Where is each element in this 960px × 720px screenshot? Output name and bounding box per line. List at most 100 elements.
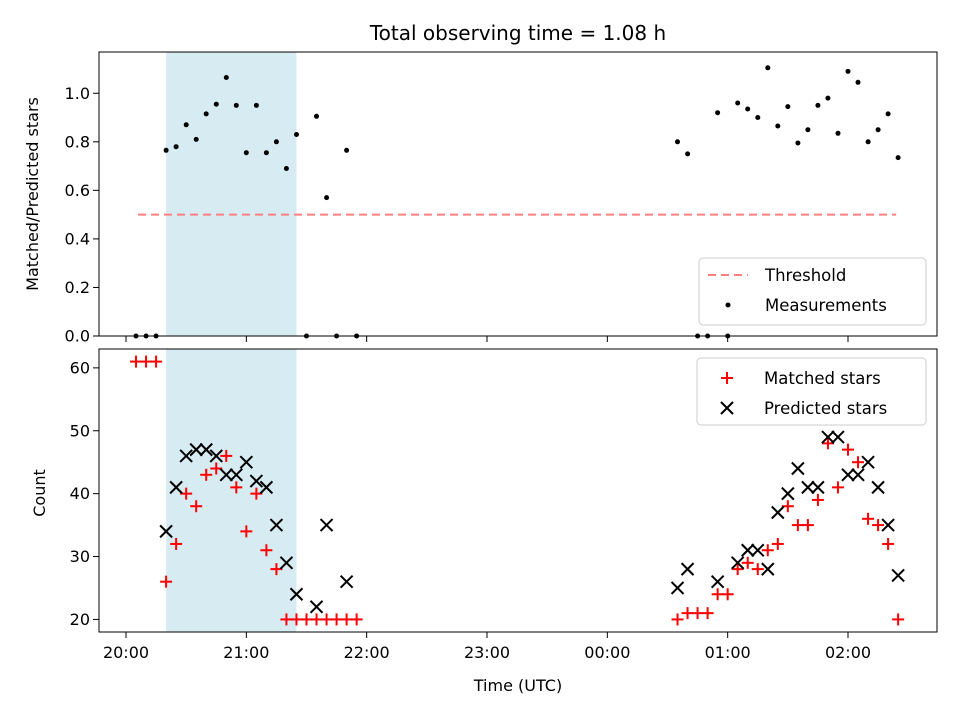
measurement-point [785, 104, 791, 110]
measurement-point [855, 79, 861, 85]
panel-ratio: 0.0 0.2 0.4 0.6 0.8 1.0 Matched/Predicted sta… [23, 51, 938, 346]
predicted-point [861, 455, 875, 469]
top-x-ticks [125, 336, 849, 342]
bottom-y-axis: 20 30 40 50 60 [70, 358, 99, 629]
top-ylabel: Matched/Predicted stars [23, 97, 42, 291]
matched-point [721, 588, 734, 601]
matched-point [180, 487, 193, 500]
predicted-point [159, 524, 173, 539]
matched-point [140, 355, 153, 368]
matched-point [260, 544, 273, 557]
top-marks [133, 65, 901, 339]
matched-point [340, 613, 353, 626]
measurement-point [715, 110, 721, 116]
matched-point [791, 519, 804, 532]
legend-matched-swatch [721, 372, 733, 384]
measurement-point [223, 75, 229, 80]
measurement-point [163, 147, 169, 153]
top-ytick-label: 0.8 [65, 132, 90, 151]
predicted-point [710, 574, 725, 589]
matched-point [781, 500, 794, 513]
predicted-point [851, 468, 865, 482]
predicted-point [761, 562, 775, 576]
legend-top-box [698, 257, 927, 326]
legend-top: Threshold Measurements [698, 257, 927, 326]
matched-point [771, 537, 784, 550]
measurement-point [805, 127, 811, 133]
matched-point [852, 456, 865, 469]
measurement-point [213, 101, 219, 107]
bottom-xtick-label: 22:00 [344, 643, 390, 662]
axes-frame-top [98, 51, 938, 337]
matched-point [761, 544, 774, 557]
matched-point [842, 443, 854, 456]
measurement-point [825, 95, 831, 101]
matched-point [811, 493, 824, 506]
bottom-ytick-label: 40 [70, 484, 90, 503]
matched-point [892, 613, 905, 626]
matched-point [230, 481, 243, 494]
bottom-ytick-label: 30 [70, 547, 90, 566]
bottom-ylabel: Count [30, 469, 49, 517]
measurement-point [865, 139, 871, 145]
legend-bottom: Matched stars Predicted stars [696, 357, 927, 426]
predicted-point [239, 455, 254, 469]
measurement-point [685, 151, 691, 157]
axes-frame-bottom [98, 348, 938, 633]
predicted-point [259, 480, 274, 495]
top-ytick-label: 0.0 [65, 327, 90, 346]
measurement-point [294, 132, 299, 137]
bottom-xlabel: Time (UTC) [473, 676, 562, 695]
measurement-point [344, 147, 350, 153]
measurement-point [243, 150, 249, 156]
bottom-xtick-label: 00:00 [584, 643, 630, 662]
predicted-point [741, 543, 755, 557]
top-ytick-label: 0.4 [65, 229, 90, 248]
bottom-xtick-label: 23:00 [464, 643, 510, 662]
predicted-point [730, 556, 745, 570]
bottom-xtick-label: 01:00 [705, 643, 751, 662]
measurement-point [675, 139, 680, 145]
predicted-point [189, 442, 203, 457]
predicted-point [771, 505, 785, 520]
measurement-point [875, 127, 881, 133]
predicted-point [881, 518, 895, 532]
predicted-point [841, 468, 855, 482]
top-y-axis: 0.0 0.2 0.4 0.6 0.8 1.0 [65, 84, 99, 346]
predicted-point [821, 430, 835, 444]
measurement-point [253, 102, 259, 108]
predicted-point [871, 480, 885, 495]
bottom-marks [130, 355, 905, 626]
matched-point [210, 462, 223, 475]
legend-threshold-label: Threshold [764, 266, 846, 285]
measurement-point [895, 155, 901, 161]
measurement-point [193, 136, 199, 142]
bottom-xtick-label: 21:00 [223, 643, 269, 662]
measurement-point [845, 68, 851, 74]
legend-predicted-label: Predicted stars [764, 399, 887, 418]
matched-point [190, 500, 203, 513]
measurement-point [835, 130, 841, 136]
legend-bottom-box [696, 357, 927, 426]
legend-matched-label: Matched stars [764, 369, 881, 388]
matched-point [170, 537, 183, 550]
matched-point [160, 575, 173, 588]
bottom-xtick-label: 02:00 [825, 643, 871, 662]
legend-measurements-swatch [725, 302, 731, 308]
matched-point [350, 613, 363, 626]
chart-title: Total observing time = 1.08 h [369, 21, 666, 45]
predicted-point [219, 468, 233, 482]
matched-point [872, 519, 885, 532]
shaded-interval-top [166, 52, 297, 336]
matched-point [731, 563, 744, 576]
matched-point [831, 481, 844, 494]
matched-point [310, 613, 323, 626]
measurement-point [314, 113, 319, 119]
predicted-point [269, 518, 284, 532]
bottom-ytick-label: 50 [70, 421, 90, 440]
top-ytick-label: 0.2 [65, 278, 90, 297]
measurement-point [765, 65, 771, 71]
predicted-point [279, 556, 294, 570]
predicted-point [179, 449, 193, 463]
